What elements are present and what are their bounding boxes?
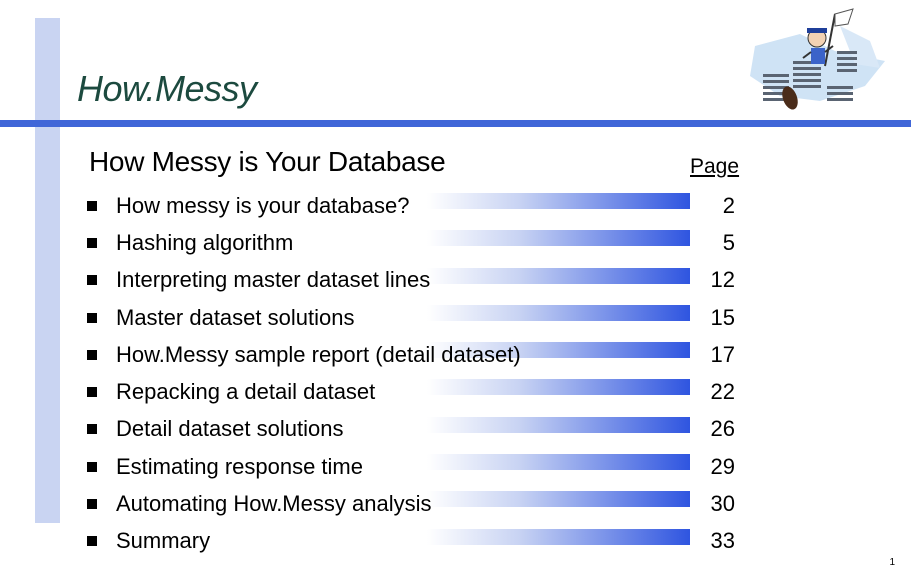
person-in-paper-pile-with-flag-icon	[750, 8, 885, 110]
gradient-leader-bar	[427, 267, 690, 284]
square-bullet-icon	[87, 424, 97, 435]
slide-number: 1	[889, 557, 895, 568]
table-of-contents: How messy is your database? 2 Hashing al…	[87, 187, 747, 560]
square-bullet-icon	[87, 499, 97, 510]
toc-item: Master dataset solutions 15	[87, 299, 747, 336]
square-bullet-icon	[87, 237, 97, 248]
toc-item-page: 5	[722, 229, 735, 255]
toc-item: Hashing algorithm 5	[87, 224, 747, 261]
toc-item-page: 22	[710, 379, 735, 405]
gradient-leader-bar	[427, 230, 690, 247]
toc-item-label: How.Messy sample report (detail dataset)	[116, 341, 521, 367]
square-bullet-icon	[87, 461, 97, 472]
toc-item: Interpreting master dataset lines 12	[87, 262, 747, 299]
square-bullet-icon	[87, 536, 97, 547]
gradient-leader-bar	[427, 342, 690, 359]
toc-item-page: 33	[710, 528, 735, 554]
gradient-leader-bar	[427, 454, 690, 471]
toc-item-label: Estimating response time	[116, 453, 363, 479]
header-divider	[0, 120, 911, 127]
page-column-header: Page	[690, 155, 740, 178]
square-bullet-icon	[87, 349, 97, 360]
gradient-leader-bar	[427, 528, 690, 545]
toc-item: How messy is your database? 2	[87, 187, 747, 224]
toc-item: Detail dataset solutions 26	[87, 411, 747, 448]
toc-item: Estimating response time 29	[87, 448, 747, 485]
toc-item-label: Hashing algorithm	[116, 229, 294, 255]
toc-item-page: 2	[722, 192, 735, 218]
toc-item-label: Summary	[116, 528, 211, 554]
toc-item-label: Automating How.Messy analysis	[116, 491, 432, 517]
square-bullet-icon	[87, 312, 97, 323]
toc-item-label: Detail dataset solutions	[116, 416, 344, 442]
toc-item: Automating How.Messy analysis 30	[87, 485, 747, 522]
toc-item-page: 29	[710, 453, 735, 479]
gradient-leader-bar	[427, 379, 690, 396]
square-bullet-icon	[87, 275, 97, 286]
toc-item: Repacking a detail dataset 22	[87, 373, 747, 410]
toc-item-page: 17	[710, 341, 735, 367]
toc-item: Summary 33	[87, 523, 747, 560]
square-bullet-icon	[87, 387, 97, 398]
toc-item-page: 30	[710, 491, 735, 517]
gradient-leader-bar	[427, 193, 690, 209]
page-title: How.Messy	[77, 68, 257, 109]
gradient-leader-bar	[427, 304, 690, 321]
left-accent-bar	[35, 18, 60, 523]
gradient-leader-bar	[427, 416, 690, 433]
section-subtitle: How Messy is Your Database	[89, 146, 446, 177]
toc-item-label: Repacking a detail dataset	[116, 379, 376, 405]
toc-item: How.Messy sample report (detail dataset)…	[87, 336, 747, 373]
toc-item-label: How messy is your database?	[116, 192, 410, 218]
toc-item-page: 12	[710, 267, 735, 293]
toc-item-page: 26	[710, 416, 735, 442]
toc-item-page: 15	[710, 304, 735, 330]
toc-item-label: Master dataset solutions	[116, 304, 355, 330]
toc-item-label: Interpreting master dataset lines	[116, 267, 431, 293]
gradient-leader-bar	[427, 491, 690, 508]
square-bullet-icon	[87, 200, 97, 211]
